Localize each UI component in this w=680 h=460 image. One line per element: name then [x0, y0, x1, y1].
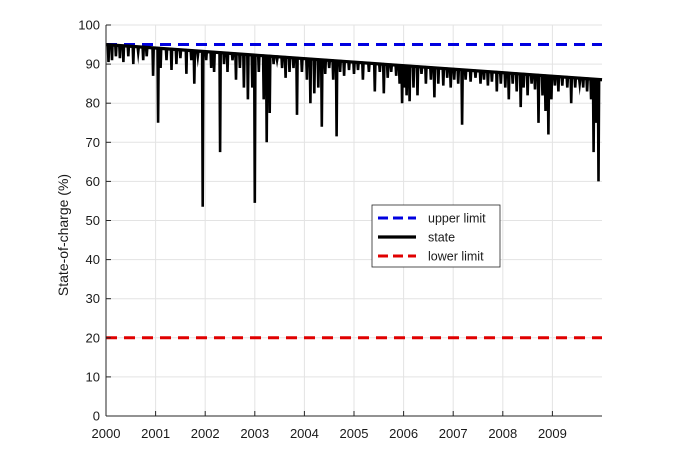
- y-tick-label: 80: [86, 96, 100, 111]
- series-line-state: [105, 43, 603, 207]
- x-tick-label: 2003: [240, 426, 269, 441]
- legend: upper limit state lower limit: [371, 204, 501, 268]
- y-tick-label: 90: [86, 57, 100, 72]
- y-tick-label: 40: [86, 252, 100, 267]
- x-tick-label: 2001: [141, 426, 170, 441]
- y-tick-label: 30: [86, 291, 100, 306]
- y-tick-label: 0: [93, 409, 100, 424]
- y-tick-label: 50: [86, 213, 100, 228]
- y-tick-label: 60: [86, 174, 100, 189]
- y-axis-label: State-of-charge (%): [55, 174, 71, 296]
- x-tick-label: 2002: [191, 426, 220, 441]
- axes: 2000 2001 2002 2003 2004 2005 2006 2007 2008 2009…: [78, 18, 602, 441]
- x-tick-label: 2000: [92, 426, 121, 441]
- y-tick-label: 100: [78, 18, 100, 33]
- plot-area-series: [105, 42, 603, 340]
- legend-label-lower-limit: lower limit: [428, 250, 484, 264]
- legend-label-state: state: [428, 231, 455, 245]
- x-tick-label: 2004: [290, 426, 319, 441]
- x-tick-label: 2006: [389, 426, 418, 441]
- x-tick-label: 2009: [538, 426, 567, 441]
- x-tick-label: 2005: [340, 426, 369, 441]
- x-tick-label: 2007: [439, 426, 468, 441]
- y-tick-label: 10: [86, 369, 100, 384]
- y-tick-label: 70: [86, 135, 100, 150]
- x-tick-label: 2008: [488, 426, 517, 441]
- y-tick-label: 20: [86, 330, 100, 345]
- legend-label-upper-limit: upper limit: [428, 212, 486, 226]
- state-envelope-line: [105, 42, 603, 82]
